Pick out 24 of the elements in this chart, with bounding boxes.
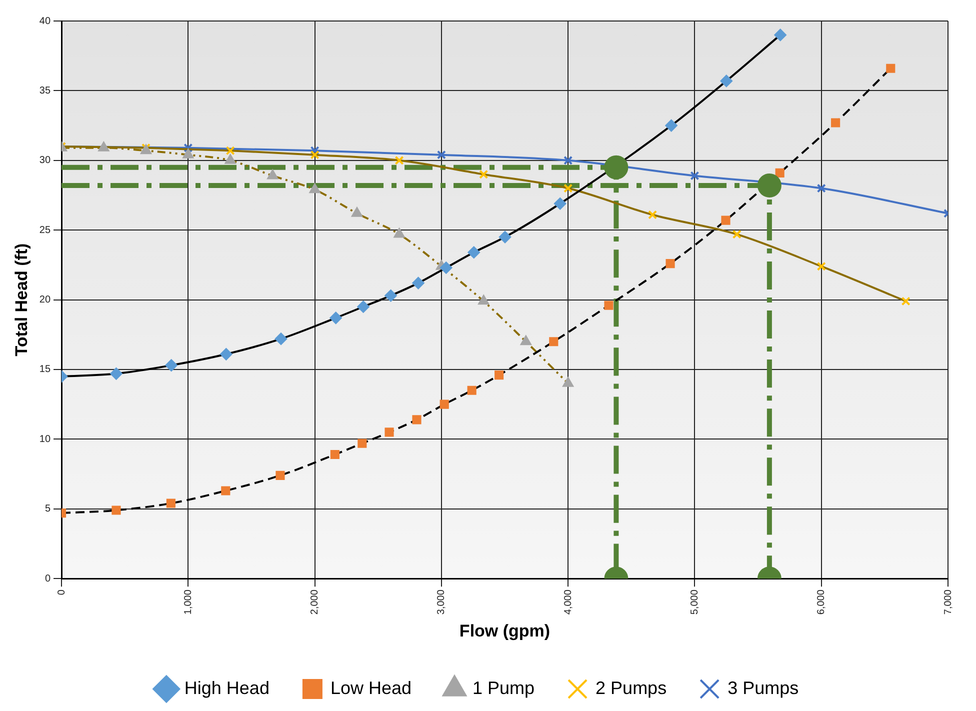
y-tick-label: 15 <box>39 364 51 376</box>
y-tick-label: 35 <box>39 85 51 96</box>
y-tick-label: 25 <box>39 224 51 236</box>
legend-label: High Head <box>184 678 270 698</box>
y-tick-label: 20 <box>39 294 51 306</box>
y-tick-label: 30 <box>39 155 51 166</box>
x-tick-label: 1,000 <box>182 589 194 615</box>
x-tick-label: 6,000 <box>816 589 828 615</box>
legend-label: 3 Pumps <box>728 678 799 698</box>
x-tick-label: 7,000 <box>942 589 954 615</box>
legend-label: 1 Pump <box>472 678 535 698</box>
x-tick-label: 5,000 <box>689 589 700 615</box>
y-tick-label: 0 <box>44 573 51 584</box>
x-axis-title: Flow (gpm) <box>459 621 550 640</box>
x-tick-label: 2,000 <box>310 589 321 615</box>
legend-label: 2 Pumps <box>596 678 667 698</box>
y-tick-label: 40 <box>39 16 51 27</box>
y-tick-label: 10 <box>39 434 51 445</box>
y-tick-label: 5 <box>44 504 51 515</box>
legend-label: Low Head <box>330 678 412 698</box>
y-axis-title: Total Head (ft) <box>12 243 31 356</box>
x-tick-label: 4,000 <box>562 589 574 615</box>
x-tick-label: 0 <box>56 589 68 596</box>
x-tick-label: 3,000 <box>436 589 448 615</box>
